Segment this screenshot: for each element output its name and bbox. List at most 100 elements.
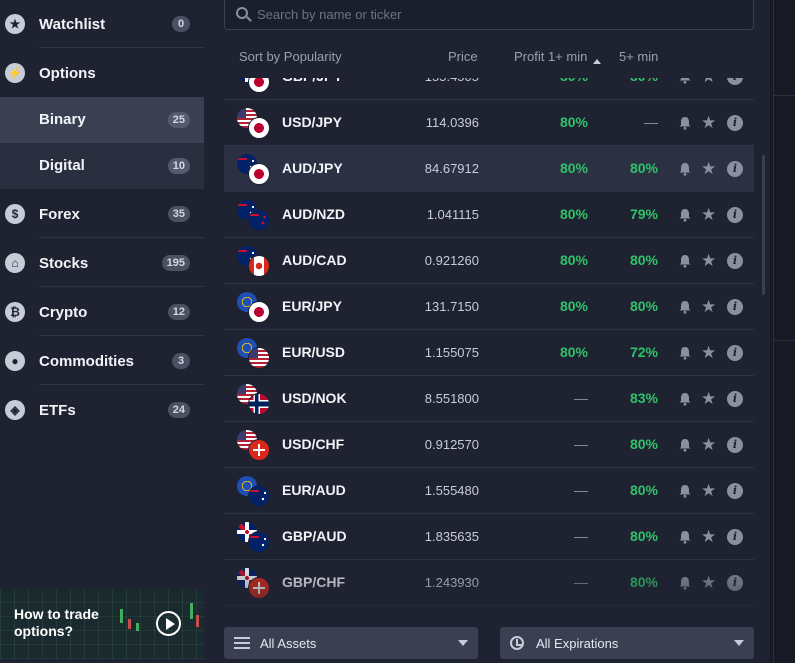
bell-icon[interactable] <box>678 576 692 590</box>
asset-pair-name: AUD/JPY <box>282 160 343 176</box>
asset-pair-name: USD/NOK <box>282 390 347 406</box>
asset-price: 1.243930 <box>424 575 479 590</box>
bell-icon[interactable] <box>678 300 692 314</box>
sidebar-item-commodities[interactable]: ● Commodities 3 <box>0 337 204 385</box>
profit-1min-value: 80% <box>559 252 588 268</box>
info-icon[interactable]: i <box>727 391 743 407</box>
search-input[interactable] <box>257 4 737 24</box>
all-assets-dropdown[interactable]: All Assets <box>224 627 478 659</box>
bell-icon[interactable] <box>678 208 692 222</box>
star-icon[interactable]: ★ <box>701 297 717 316</box>
info-icon[interactable]: i <box>727 161 743 177</box>
bell-icon[interactable] <box>678 162 692 176</box>
asset-row[interactable]: AUD/NZD 1.041115 80% 79% ★ i <box>224 192 754 238</box>
asset-price: 1.835635 <box>424 529 479 544</box>
switzerland-flag-icon <box>248 577 270 599</box>
japan-flag-icon <box>248 78 270 93</box>
sidebar-item-etfs[interactable]: ◈ ETFs 24 <box>0 386 204 434</box>
profit-1min-value: 80% <box>559 114 588 130</box>
asset-row[interactable]: AUD/JPY 84.67912 80% 80% ★ i <box>224 146 754 192</box>
asset-row[interactable]: AUD/CAD 0.921260 80% 80% ★ i <box>224 238 754 284</box>
sidebar-item-forex[interactable]: $ Forex 35 <box>0 190 204 238</box>
asset-pair-name: GBP/JPY <box>282 78 343 84</box>
info-icon[interactable]: i <box>727 437 743 453</box>
star-icon[interactable]: ★ <box>701 343 717 362</box>
play-icon[interactable] <box>156 611 181 636</box>
asset-price: 1.041115 <box>426 207 479 222</box>
uk-flag-icon <box>237 78 257 82</box>
how-to-trade-promo[interactable]: How to trade options? <box>0 589 204 659</box>
asset-row[interactable]: EUR/USD 1.155075 80% 72% ★ i <box>224 330 754 376</box>
asset-price: 131.7150 <box>424 299 479 314</box>
asset-row[interactable]: EUR/AUD 1.555480 — 80% ★ i <box>224 468 754 514</box>
asset-price: 8.551800 <box>424 391 479 406</box>
info-icon[interactable]: i <box>727 115 743 131</box>
promo-candle <box>120 609 123 623</box>
dropdown-label: All Assets <box>260 636 317 651</box>
info-icon[interactable]: i <box>727 207 743 223</box>
star-icon[interactable]: ★ <box>701 573 717 592</box>
bell-icon[interactable] <box>678 438 692 452</box>
info-icon[interactable]: i <box>727 529 743 545</box>
bell-icon[interactable] <box>678 530 692 544</box>
profit-5min-value: 80% <box>629 160 658 176</box>
sidebar-item-crypto[interactable]: ₿ Crypto 12 <box>0 288 204 336</box>
info-icon[interactable]: i <box>727 575 743 591</box>
profit-1min-value: 80% <box>560 78 588 84</box>
search-box[interactable] <box>224 0 754 30</box>
profit-1min-header[interactable]: Profit 1+ min <box>514 49 602 64</box>
bell-icon[interactable] <box>678 346 692 360</box>
bell-icon[interactable] <box>678 116 692 130</box>
star-icon[interactable]: ★ <box>701 113 717 132</box>
sidebar-item-label: Binary <box>39 111 86 128</box>
star-icon[interactable]: ★ <box>701 389 717 408</box>
star-icon[interactable]: ★ <box>701 159 717 178</box>
norway-flag-icon <box>248 393 270 415</box>
info-icon[interactable]: i <box>727 483 743 499</box>
profit-5min-header[interactable]: 5+ min <box>619 49 659 64</box>
sidebar-item-stocks[interactable]: ⌂ Stocks 195 <box>0 239 204 287</box>
asset-row[interactable]: USD/CHF 0.912570 — 80% ★ i <box>224 422 754 468</box>
asset-row[interactable]: USD/JPY 114.0396 80% — ★ i <box>224 100 754 146</box>
scrollbar[interactable] <box>762 155 765 295</box>
divider <box>39 286 204 287</box>
profit-5min-value: 80% <box>629 574 658 590</box>
asset-row[interactable]: USD/NOK 8.551800 — 83% ★ i <box>224 376 754 422</box>
chart-area-edge <box>770 0 795 663</box>
asset-pair-name: EUR/JPY <box>282 298 342 314</box>
lightning-icon: ⚡ <box>5 63 25 83</box>
star-icon[interactable]: ★ <box>701 78 716 85</box>
sidebar-item-label: Options <box>39 64 96 82</box>
star-icon[interactable]: ★ <box>701 205 717 224</box>
australia-flag-icon <box>248 485 270 507</box>
bell-icon[interactable] <box>678 392 692 406</box>
bell-icon[interactable] <box>678 484 692 498</box>
asset-category-sidebar: ★ Watchlist 0 ⚡ Options Binary 25 Digita… <box>0 0 204 663</box>
asset-row[interactable]: GBP/JPY 155.4505 80% 80% ★ i <box>224 78 754 100</box>
sidebar-subitem-binary[interactable]: Binary 25 <box>0 97 204 143</box>
asset-row[interactable]: GBP/AUD 1.835635 — 80% ★ i <box>224 514 754 560</box>
sidebar-subitem-digital[interactable]: Digital 10 <box>0 143 204 189</box>
bell-icon[interactable] <box>678 254 692 268</box>
star-icon[interactable]: ★ <box>701 481 717 500</box>
star-icon[interactable]: ★ <box>701 435 717 454</box>
star-icon[interactable]: ★ <box>701 527 717 546</box>
profit-5min-value: — <box>644 114 658 130</box>
star-icon[interactable]: ★ <box>701 251 717 270</box>
sidebar-item-label: ETFs <box>39 401 76 419</box>
sort-by-popularity-header[interactable]: Sort by Popularity <box>239 49 342 64</box>
sidebar-item-watchlist[interactable]: ★ Watchlist 0 <box>0 0 204 48</box>
info-icon[interactable]: i <box>727 78 743 85</box>
asset-row[interactable]: GBP/CHF 1.243930 — 80% ★ i <box>224 560 754 606</box>
asset-pair-name: USD/CHF <box>282 436 345 452</box>
sidebar-item-options[interactable]: ⚡ Options <box>0 49 204 97</box>
drop-icon: ● <box>5 351 25 371</box>
bell-icon[interactable] <box>678 78 692 84</box>
asset-row[interactable]: EUR/JPY 131.7150 80% 80% ★ i <box>224 284 754 330</box>
all-expirations-dropdown[interactable]: All Expirations <box>500 627 754 659</box>
price-header[interactable]: Price <box>448 49 478 64</box>
info-icon[interactable]: i <box>727 345 743 361</box>
gridline <box>774 340 795 341</box>
info-icon[interactable]: i <box>727 253 743 269</box>
info-icon[interactable]: i <box>727 299 743 315</box>
